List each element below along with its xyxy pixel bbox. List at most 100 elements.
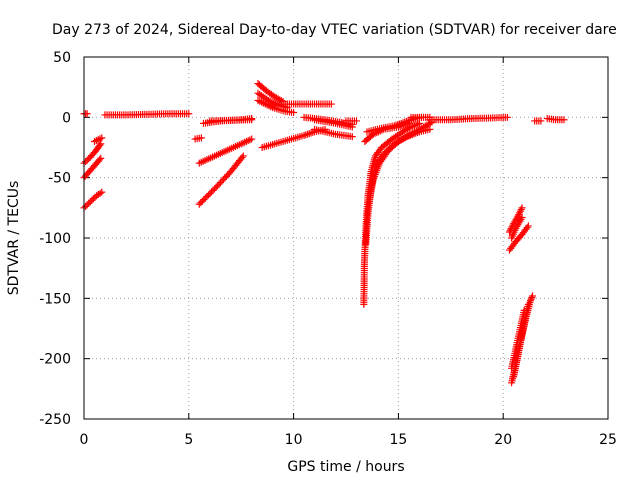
y-tick-label: -100: [39, 231, 71, 247]
x-axis-label: GPS time / hours: [287, 459, 404, 475]
data-point: [212, 183, 220, 191]
data-point: [529, 292, 537, 300]
data-point: [426, 125, 434, 133]
data-point: [86, 198, 94, 206]
series-s23: [365, 118, 436, 206]
y-tick-label: -150: [39, 291, 71, 307]
data-point: [82, 202, 90, 210]
series-s2: [80, 140, 105, 167]
x-tick-label: 25: [599, 432, 617, 448]
series-s35: [543, 115, 568, 124]
data-point: [197, 134, 205, 142]
x-tick-label: 20: [494, 432, 512, 448]
series-s3: [80, 154, 105, 182]
data-point: [209, 186, 217, 194]
data-point: [414, 120, 422, 128]
data-point: [83, 201, 91, 209]
series-s18: [311, 116, 356, 131]
y-tick-label: -50: [48, 171, 71, 187]
data-point: [352, 117, 360, 125]
data-point: [218, 177, 226, 185]
data-point: [516, 209, 524, 217]
data-point: [305, 130, 313, 138]
x-tick-label: 0: [80, 432, 89, 448]
data-point: [239, 152, 247, 160]
data-point: [302, 131, 310, 139]
series-s14: [254, 96, 298, 117]
data-point: [207, 188, 215, 196]
y-tick-label: 50: [53, 50, 71, 66]
data-point: [83, 156, 91, 164]
data-point: [221, 174, 229, 182]
data-point: [216, 179, 224, 187]
plot-frame: [83, 56, 609, 420]
data-point: [204, 191, 212, 199]
data-point: [524, 222, 532, 230]
data-point: [97, 140, 105, 148]
series-s27: [426, 113, 511, 124]
x-tick-label: 10: [285, 432, 303, 448]
data-point: [523, 224, 531, 232]
data-point: [526, 297, 534, 305]
data-point: [412, 121, 420, 129]
data-point: [248, 135, 256, 143]
y-tick-label: 0: [62, 110, 71, 126]
data-point: [248, 116, 256, 124]
data-point: [98, 188, 106, 196]
data-point: [407, 123, 415, 131]
data-point: [185, 110, 193, 118]
series-s12: [254, 80, 287, 106]
data-point: [98, 134, 106, 142]
data-point: [503, 113, 511, 121]
series-s19: [311, 125, 356, 141]
data-point: [206, 189, 214, 197]
series-s30: [505, 222, 532, 254]
data-point: [201, 194, 209, 202]
data-point: [203, 193, 211, 201]
data-point: [89, 195, 97, 203]
data-point: [200, 196, 208, 204]
data-point: [214, 182, 222, 190]
data-point: [238, 154, 246, 162]
data-point: [83, 110, 91, 118]
data-point: [307, 129, 315, 137]
data-point: [527, 295, 535, 303]
series-s11: [206, 116, 256, 125]
data-point: [516, 207, 524, 215]
axis-ticks: 0 5 10 15 20 25 -250 -200 -150 -100 -50 0 50: [39, 50, 617, 448]
data-point: [520, 306, 528, 314]
data-point: [327, 100, 335, 108]
series-s6: [101, 110, 193, 119]
y-tick-label: -200: [39, 352, 71, 368]
series-s16: [258, 125, 329, 151]
data-point: [88, 196, 96, 204]
chart-title: Day 273 of 2024, Sidereal Day-to-day VTE…: [52, 22, 617, 38]
series-s9: [195, 152, 247, 208]
series-s20: [342, 117, 360, 125]
x-tick-label: 15: [389, 432, 407, 448]
data-points: [80, 80, 568, 387]
data-point: [290, 109, 298, 117]
series-s29: [508, 213, 526, 242]
data-point: [518, 204, 526, 212]
data-point: [514, 212, 522, 220]
data-point: [409, 122, 417, 130]
x-tick-label: 5: [184, 432, 193, 448]
data-point: [518, 213, 526, 221]
data-point: [224, 171, 232, 179]
series-s8: [195, 135, 256, 167]
series-s1: [80, 110, 91, 118]
series-s33: [508, 306, 528, 372]
data-point: [195, 200, 203, 208]
data-point: [96, 141, 104, 149]
data-point: [528, 294, 536, 302]
series-s7: [191, 134, 205, 143]
series-s34: [531, 117, 545, 125]
data-point: [97, 154, 105, 162]
data-point: [560, 116, 568, 124]
data-point: [222, 172, 230, 180]
data-point: [410, 122, 418, 130]
series-s26: [407, 113, 434, 121]
data-point: [211, 185, 219, 193]
